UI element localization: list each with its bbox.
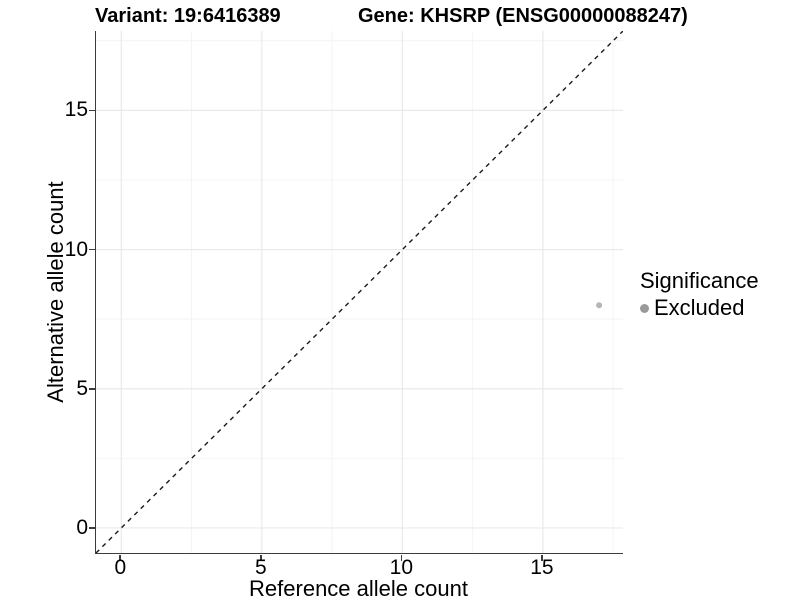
y-tick-label: 10 bbox=[64, 237, 88, 261]
y-axis-tick bbox=[89, 248, 95, 251]
gene-title: Gene: KHSRP (ENSG00000088247) bbox=[358, 5, 688, 27]
x-axis-tick bbox=[541, 555, 543, 561]
x-axis-tick bbox=[119, 555, 122, 561]
y-tick-label: 15 bbox=[64, 98, 88, 122]
data-point bbox=[596, 302, 603, 309]
x-tick-label: 5 bbox=[254, 556, 267, 579]
x-axis-tick bbox=[400, 555, 403, 561]
x-axis-tick bbox=[260, 555, 262, 561]
legend-item-label: Excluded bbox=[654, 295, 745, 320]
legend-point-icon bbox=[640, 303, 649, 313]
y-tick-label: 0 bbox=[76, 515, 88, 539]
y-axis-tick bbox=[89, 527, 95, 529]
x-tick-label: 0 bbox=[114, 556, 127, 579]
legend-item-excluded: Excluded bbox=[640, 296, 759, 320]
legend-title: Significance bbox=[640, 268, 759, 293]
plot-svg bbox=[96, 31, 623, 553]
y-axis-title: Alternative allele count bbox=[43, 181, 68, 403]
y-axis-tick bbox=[89, 109, 95, 112]
variant-title: Variant: 19:6416389 bbox=[95, 5, 281, 27]
identity-reference-line bbox=[96, 31, 623, 553]
x-axis-title: Reference allele count bbox=[249, 576, 468, 600]
y-tick-label: 5 bbox=[76, 376, 88, 400]
legend: Significance Excluded bbox=[640, 269, 759, 320]
plot-panel bbox=[95, 31, 623, 554]
y-axis-tick bbox=[89, 387, 95, 390]
x-tick-label: 15 bbox=[530, 556, 554, 579]
x-tick-label: 10 bbox=[389, 556, 414, 579]
